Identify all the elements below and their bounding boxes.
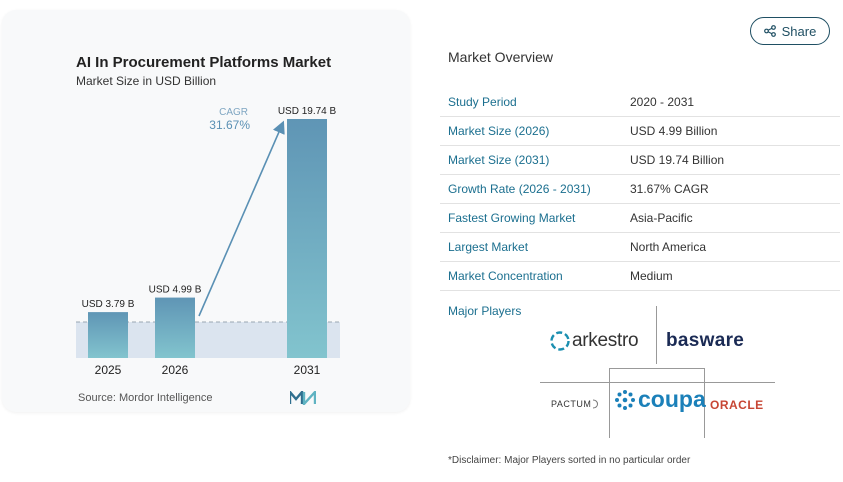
table-row: Growth Rate (2026 - 2031) 31.67% CAGR — [440, 174, 840, 204]
row-value: 2020 - 2031 — [622, 88, 840, 117]
x-tick-label-2031: 2031 — [294, 363, 321, 377]
divider — [656, 306, 657, 364]
cagr-value: 31.67% — [209, 118, 250, 132]
row-value: Asia-Pacific — [622, 203, 840, 233]
divider — [540, 382, 775, 383]
market-overview-title: Market Overview — [448, 49, 554, 65]
chart-title: AI In Procurement Platforms Market — [76, 54, 332, 71]
arkestro-mark-icon — [550, 331, 570, 351]
chart-source: Source: Mordor Intelligence — [78, 392, 213, 404]
oracle-wordmark: ORACLE — [710, 398, 764, 412]
row-value: Medium — [622, 261, 840, 291]
data-label-2031: USD 19.74 B — [278, 106, 337, 117]
cagr-arrow — [198, 120, 285, 317]
divider — [609, 368, 610, 438]
pactum-logo: PACTUM — [551, 398, 601, 410]
oracle-logo: ORACLE — [710, 398, 764, 412]
share-button[interactable]: Share — [750, 17, 830, 45]
row-label: Growth Rate (2026 - 2031) — [440, 174, 622, 204]
arkestro-logo: arkestro — [550, 330, 639, 352]
mordor-intelligence-logo — [290, 391, 316, 405]
bar-2031 — [287, 119, 327, 358]
bar-2026 — [155, 297, 195, 358]
coupa-wordmark: coupa — [638, 386, 706, 412]
share-label: Share — [781, 23, 817, 39]
disclaimer: *Disclaimer: Major Players sorted in no … — [448, 455, 691, 466]
chart-subtitle: Market Size in USD Billion — [76, 74, 217, 88]
row-label: Fastest Growing Market — [440, 203, 622, 233]
row-label: Market Size (2031) — [440, 145, 622, 175]
table-row: Largest Market North America — [440, 232, 840, 262]
row-label: Market Concentration — [440, 261, 622, 291]
cagr-label: CAGR — [219, 107, 248, 118]
row-label: Largest Market — [440, 232, 622, 262]
table-row: Fastest Growing Market Asia-Pacific — [440, 203, 840, 233]
data-label-2026: USD 4.99 B — [149, 285, 202, 296]
row-value: 31.67% CAGR — [622, 174, 840, 204]
basware-logo: basware — [666, 330, 744, 352]
data-label-2025: USD 3.79 B — [82, 299, 135, 310]
coupa-mark-icon — [615, 389, 635, 410]
coupa-logo: coupa — [614, 386, 706, 413]
major-players-grid: arkestro basware PACTUM coupa ORACLE — [540, 306, 775, 438]
table-row: Market Size (2026) USD 4.99 Billion — [440, 116, 840, 146]
basware-wordmark: basware — [666, 330, 745, 351]
table-row: Study Period 2020 - 2031 — [440, 88, 840, 117]
divider — [704, 368, 705, 438]
major-players-title: Major Players — [448, 304, 522, 318]
row-value: North America — [622, 232, 840, 262]
table-row: Market Size (2031) USD 19.74 Billion — [440, 145, 840, 175]
table-row: Market Concentration Medium — [440, 261, 840, 291]
arkestro-wordmark: arkestro — [572, 330, 639, 351]
divider — [609, 368, 705, 369]
share-icon — [763, 25, 776, 37]
x-tick-label-2025: 2025 — [95, 363, 122, 377]
row-value: USD 4.99 Billion — [622, 116, 840, 146]
pactum-wordmark: PACTUM — [551, 399, 592, 409]
row-label: Study Period — [440, 88, 622, 117]
x-tick-label-2026: 2026 — [162, 363, 189, 377]
row-value: USD 19.74 Billion — [622, 145, 840, 175]
row-label: Market Size (2026) — [440, 116, 622, 146]
bar-2025 — [88, 312, 128, 358]
market-overview-table: Study Period 2020 - 2031 Market Size (20… — [440, 88, 840, 291]
pactum-mark-icon — [593, 399, 599, 409]
bar-chart: USD 3.79 B 2025 USD 4.99 B 2026 USD 19.74 B 2… — [76, 106, 342, 377]
